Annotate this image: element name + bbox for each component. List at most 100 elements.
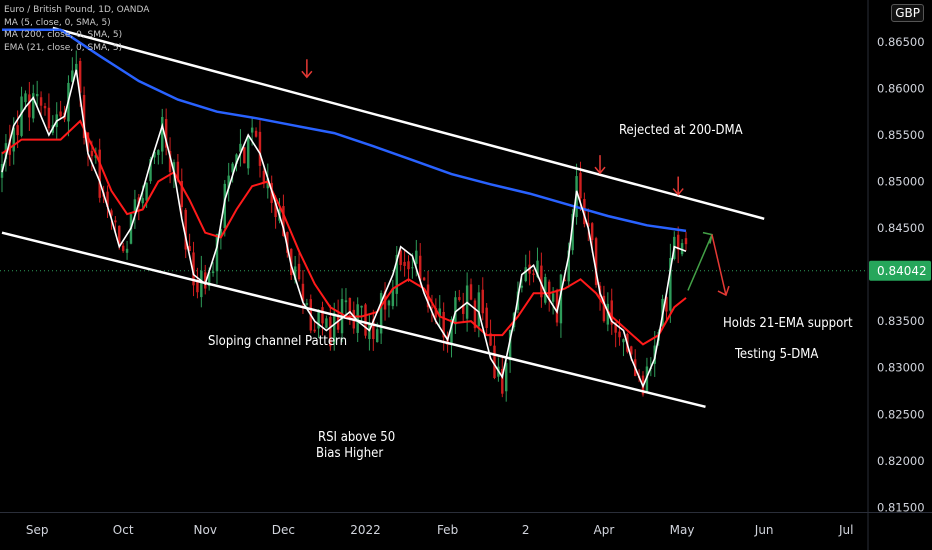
candle-body bbox=[622, 339, 625, 343]
note-holds: Holds 21-EMA support bbox=[723, 316, 853, 331]
candle-body bbox=[422, 277, 426, 281]
channel-lower-line bbox=[1, 231, 706, 409]
note-testing: Testing 5-DMA bbox=[735, 347, 819, 362]
candle-body bbox=[94, 155, 98, 158]
candle-body bbox=[602, 295, 606, 322]
note-rsi: RSI above 50 bbox=[318, 430, 396, 445]
candle-body bbox=[145, 182, 148, 201]
time-tick-label: Jun bbox=[754, 523, 774, 537]
candle-body bbox=[583, 198, 586, 225]
candle-body bbox=[485, 307, 488, 328]
candle-body bbox=[215, 233, 219, 272]
time-tick-label: Nov bbox=[194, 523, 217, 537]
candle-body bbox=[86, 132, 90, 152]
candle-body bbox=[411, 267, 414, 269]
note-channel: Sloping channel Pattern bbox=[208, 334, 348, 349]
candle-body bbox=[141, 198, 144, 204]
candle-body bbox=[28, 94, 31, 118]
candle-body bbox=[71, 70, 74, 82]
annotation-arrows bbox=[301, 59, 730, 297]
candle-body bbox=[161, 117, 164, 152]
candle-body bbox=[301, 283, 305, 302]
time-tick-label: Sep bbox=[26, 523, 49, 537]
candle-body bbox=[376, 329, 379, 343]
price-tick-label: 0.85000 bbox=[877, 175, 925, 189]
candle-body bbox=[211, 271, 215, 274]
candle-body bbox=[192, 252, 195, 286]
candle-body bbox=[164, 119, 168, 148]
candle-body bbox=[669, 257, 672, 311]
candle-body bbox=[59, 111, 62, 117]
candle-body bbox=[239, 143, 242, 152]
candle-body bbox=[297, 263, 301, 280]
candle-body bbox=[477, 292, 481, 327]
candle-body bbox=[250, 127, 254, 133]
candle-body bbox=[461, 304, 465, 314]
candle-body bbox=[204, 272, 207, 289]
projection-up-line bbox=[687, 234, 713, 291]
candle-body bbox=[665, 297, 668, 312]
currency-button[interactable]: GBP bbox=[891, 4, 924, 22]
candle-body bbox=[200, 270, 203, 298]
candle-body bbox=[247, 136, 250, 169]
time-tick-label: Feb bbox=[437, 523, 458, 537]
candle-body bbox=[555, 291, 559, 323]
price-tick-label: 0.86000 bbox=[877, 81, 925, 95]
candle-body bbox=[571, 213, 574, 251]
candle-body bbox=[559, 274, 563, 324]
candle-body bbox=[587, 223, 590, 227]
rejection-arrow-head bbox=[301, 70, 313, 79]
candle-body bbox=[458, 297, 461, 300]
note-rejected: Rejected at 200-DMA bbox=[619, 123, 743, 138]
candle-body bbox=[313, 329, 316, 332]
legend-ma200: MA (200, close, 0, SMA, 5) bbox=[4, 30, 123, 40]
candle-body bbox=[176, 161, 180, 181]
candle-body bbox=[618, 331, 621, 338]
candle-body bbox=[227, 175, 230, 189]
candle-body bbox=[403, 261, 406, 266]
projection-up-head bbox=[702, 231, 713, 244]
candle-body bbox=[16, 125, 19, 136]
legend-ma5: MA (5, close, 0, SMA, 5) bbox=[4, 17, 111, 28]
candle-body bbox=[219, 229, 223, 237]
candle-body bbox=[551, 293, 555, 302]
candle-body bbox=[590, 223, 594, 240]
candle-body bbox=[172, 162, 176, 175]
candle-body bbox=[317, 309, 320, 329]
candle-body bbox=[536, 260, 539, 277]
candle-body bbox=[344, 300, 348, 303]
candle-body bbox=[20, 96, 23, 136]
price-tick-label: 0.82000 bbox=[877, 454, 925, 468]
candle-body bbox=[614, 322, 617, 333]
time-tick-label: May bbox=[670, 523, 695, 537]
candle-body bbox=[419, 255, 422, 281]
candle-body bbox=[407, 261, 410, 270]
candle-body bbox=[676, 234, 680, 250]
candle-body bbox=[493, 345, 496, 379]
time-tick-label: Oct bbox=[113, 523, 134, 537]
candle-body bbox=[90, 150, 94, 157]
channel-lines bbox=[1, 26, 765, 409]
candle-body bbox=[114, 220, 117, 223]
candle-body bbox=[196, 280, 199, 293]
channel-upper-line bbox=[52, 26, 765, 221]
candle-body bbox=[630, 346, 633, 355]
candle-body bbox=[98, 149, 101, 198]
candle-body bbox=[321, 307, 324, 324]
candle-body bbox=[489, 333, 492, 346]
candle-body bbox=[532, 273, 535, 275]
candle-body bbox=[329, 316, 332, 347]
candle-body bbox=[508, 330, 512, 361]
candle-body bbox=[35, 94, 39, 97]
candle-body bbox=[12, 127, 15, 152]
candle-body bbox=[258, 131, 262, 166]
candle-body bbox=[282, 206, 285, 236]
price-tick-label: 0.83500 bbox=[877, 314, 925, 328]
candle-body bbox=[110, 210, 113, 216]
candle-body bbox=[243, 147, 246, 164]
projection-down-line bbox=[711, 234, 727, 296]
candle-body bbox=[501, 368, 504, 394]
legend: Euro / British Pound, 1D, OANDA MA (5, c… bbox=[4, 4, 149, 54]
